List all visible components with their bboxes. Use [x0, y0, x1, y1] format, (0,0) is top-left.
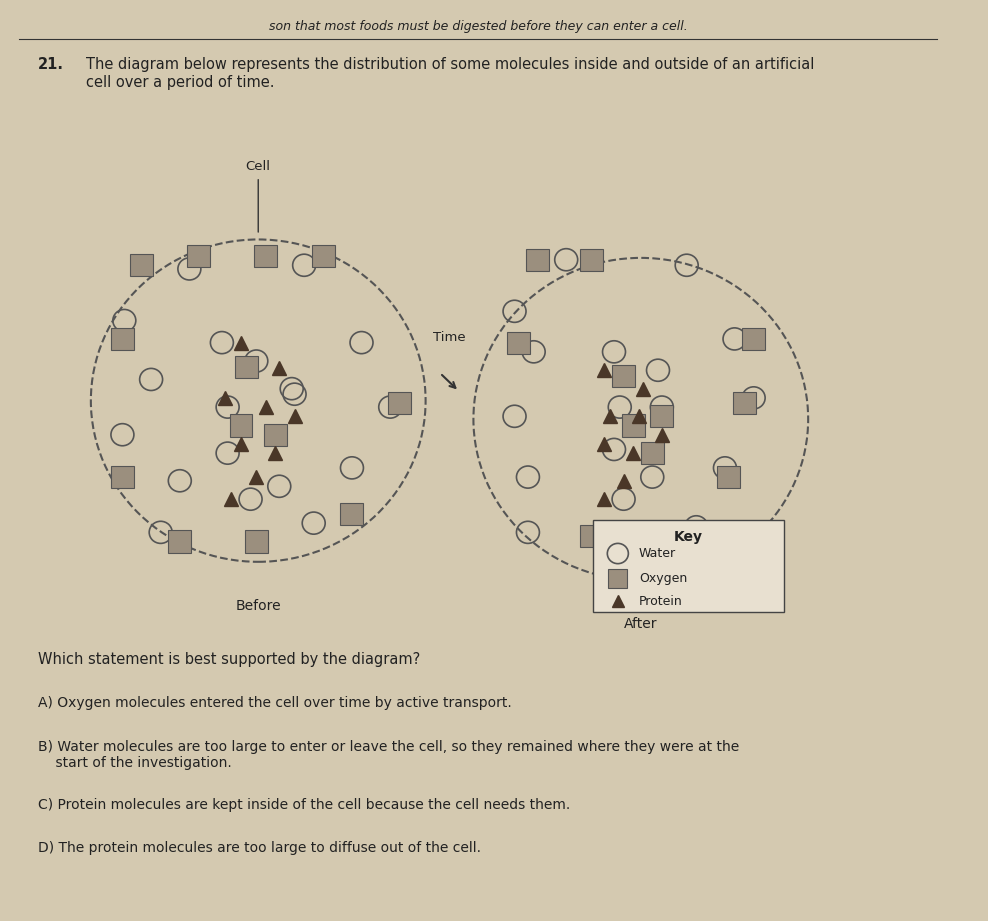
FancyBboxPatch shape — [646, 525, 670, 547]
FancyBboxPatch shape — [264, 424, 287, 446]
FancyBboxPatch shape — [312, 245, 335, 267]
FancyBboxPatch shape — [717, 466, 740, 488]
Text: 21.: 21. — [39, 57, 64, 72]
Text: D) The protein molecules are too large to diffuse out of the cell.: D) The protein molecules are too large t… — [39, 841, 481, 855]
FancyBboxPatch shape — [111, 328, 134, 350]
FancyBboxPatch shape — [526, 249, 549, 271]
Text: B) Water molecules are too large to enter or leave the cell, so they remained wh: B) Water molecules are too large to ente… — [39, 740, 739, 770]
FancyBboxPatch shape — [733, 392, 756, 414]
FancyBboxPatch shape — [621, 414, 644, 437]
FancyBboxPatch shape — [341, 503, 364, 525]
Text: Which statement is best supported by the diagram?: Which statement is best supported by the… — [39, 652, 421, 667]
Text: Oxygen: Oxygen — [639, 572, 687, 585]
Text: Before: Before — [235, 599, 281, 612]
Text: A) Oxygen molecules entered the cell over time by active transport.: A) Oxygen molecules entered the cell ove… — [39, 696, 512, 710]
FancyBboxPatch shape — [388, 392, 411, 414]
FancyBboxPatch shape — [742, 328, 765, 350]
Text: Water: Water — [639, 547, 676, 560]
FancyBboxPatch shape — [609, 569, 627, 588]
FancyBboxPatch shape — [641, 442, 664, 464]
FancyBboxPatch shape — [229, 414, 253, 437]
Text: Cell: Cell — [246, 160, 271, 173]
FancyBboxPatch shape — [130, 254, 153, 276]
FancyBboxPatch shape — [650, 405, 673, 427]
Text: After: After — [624, 617, 658, 631]
FancyBboxPatch shape — [168, 530, 192, 553]
FancyBboxPatch shape — [188, 245, 210, 267]
Text: Key: Key — [674, 530, 703, 543]
FancyBboxPatch shape — [111, 466, 134, 488]
FancyBboxPatch shape — [245, 530, 268, 553]
FancyBboxPatch shape — [613, 365, 635, 387]
Text: Time: Time — [433, 331, 465, 344]
FancyBboxPatch shape — [580, 249, 603, 271]
Text: C) Protein molecules are kept inside of the cell because the cell needs them.: C) Protein molecules are kept inside of … — [39, 798, 570, 811]
FancyBboxPatch shape — [254, 245, 278, 267]
FancyBboxPatch shape — [580, 525, 603, 547]
Text: The diagram below represents the distribution of some molecules inside and outsi: The diagram below represents the distrib… — [86, 57, 814, 89]
FancyBboxPatch shape — [593, 520, 784, 612]
Text: Protein: Protein — [639, 595, 683, 608]
FancyBboxPatch shape — [507, 332, 530, 354]
FancyBboxPatch shape — [235, 356, 258, 378]
Text: son that most foods must be digested before they can enter a cell.: son that most foods must be digested bef… — [269, 20, 688, 33]
